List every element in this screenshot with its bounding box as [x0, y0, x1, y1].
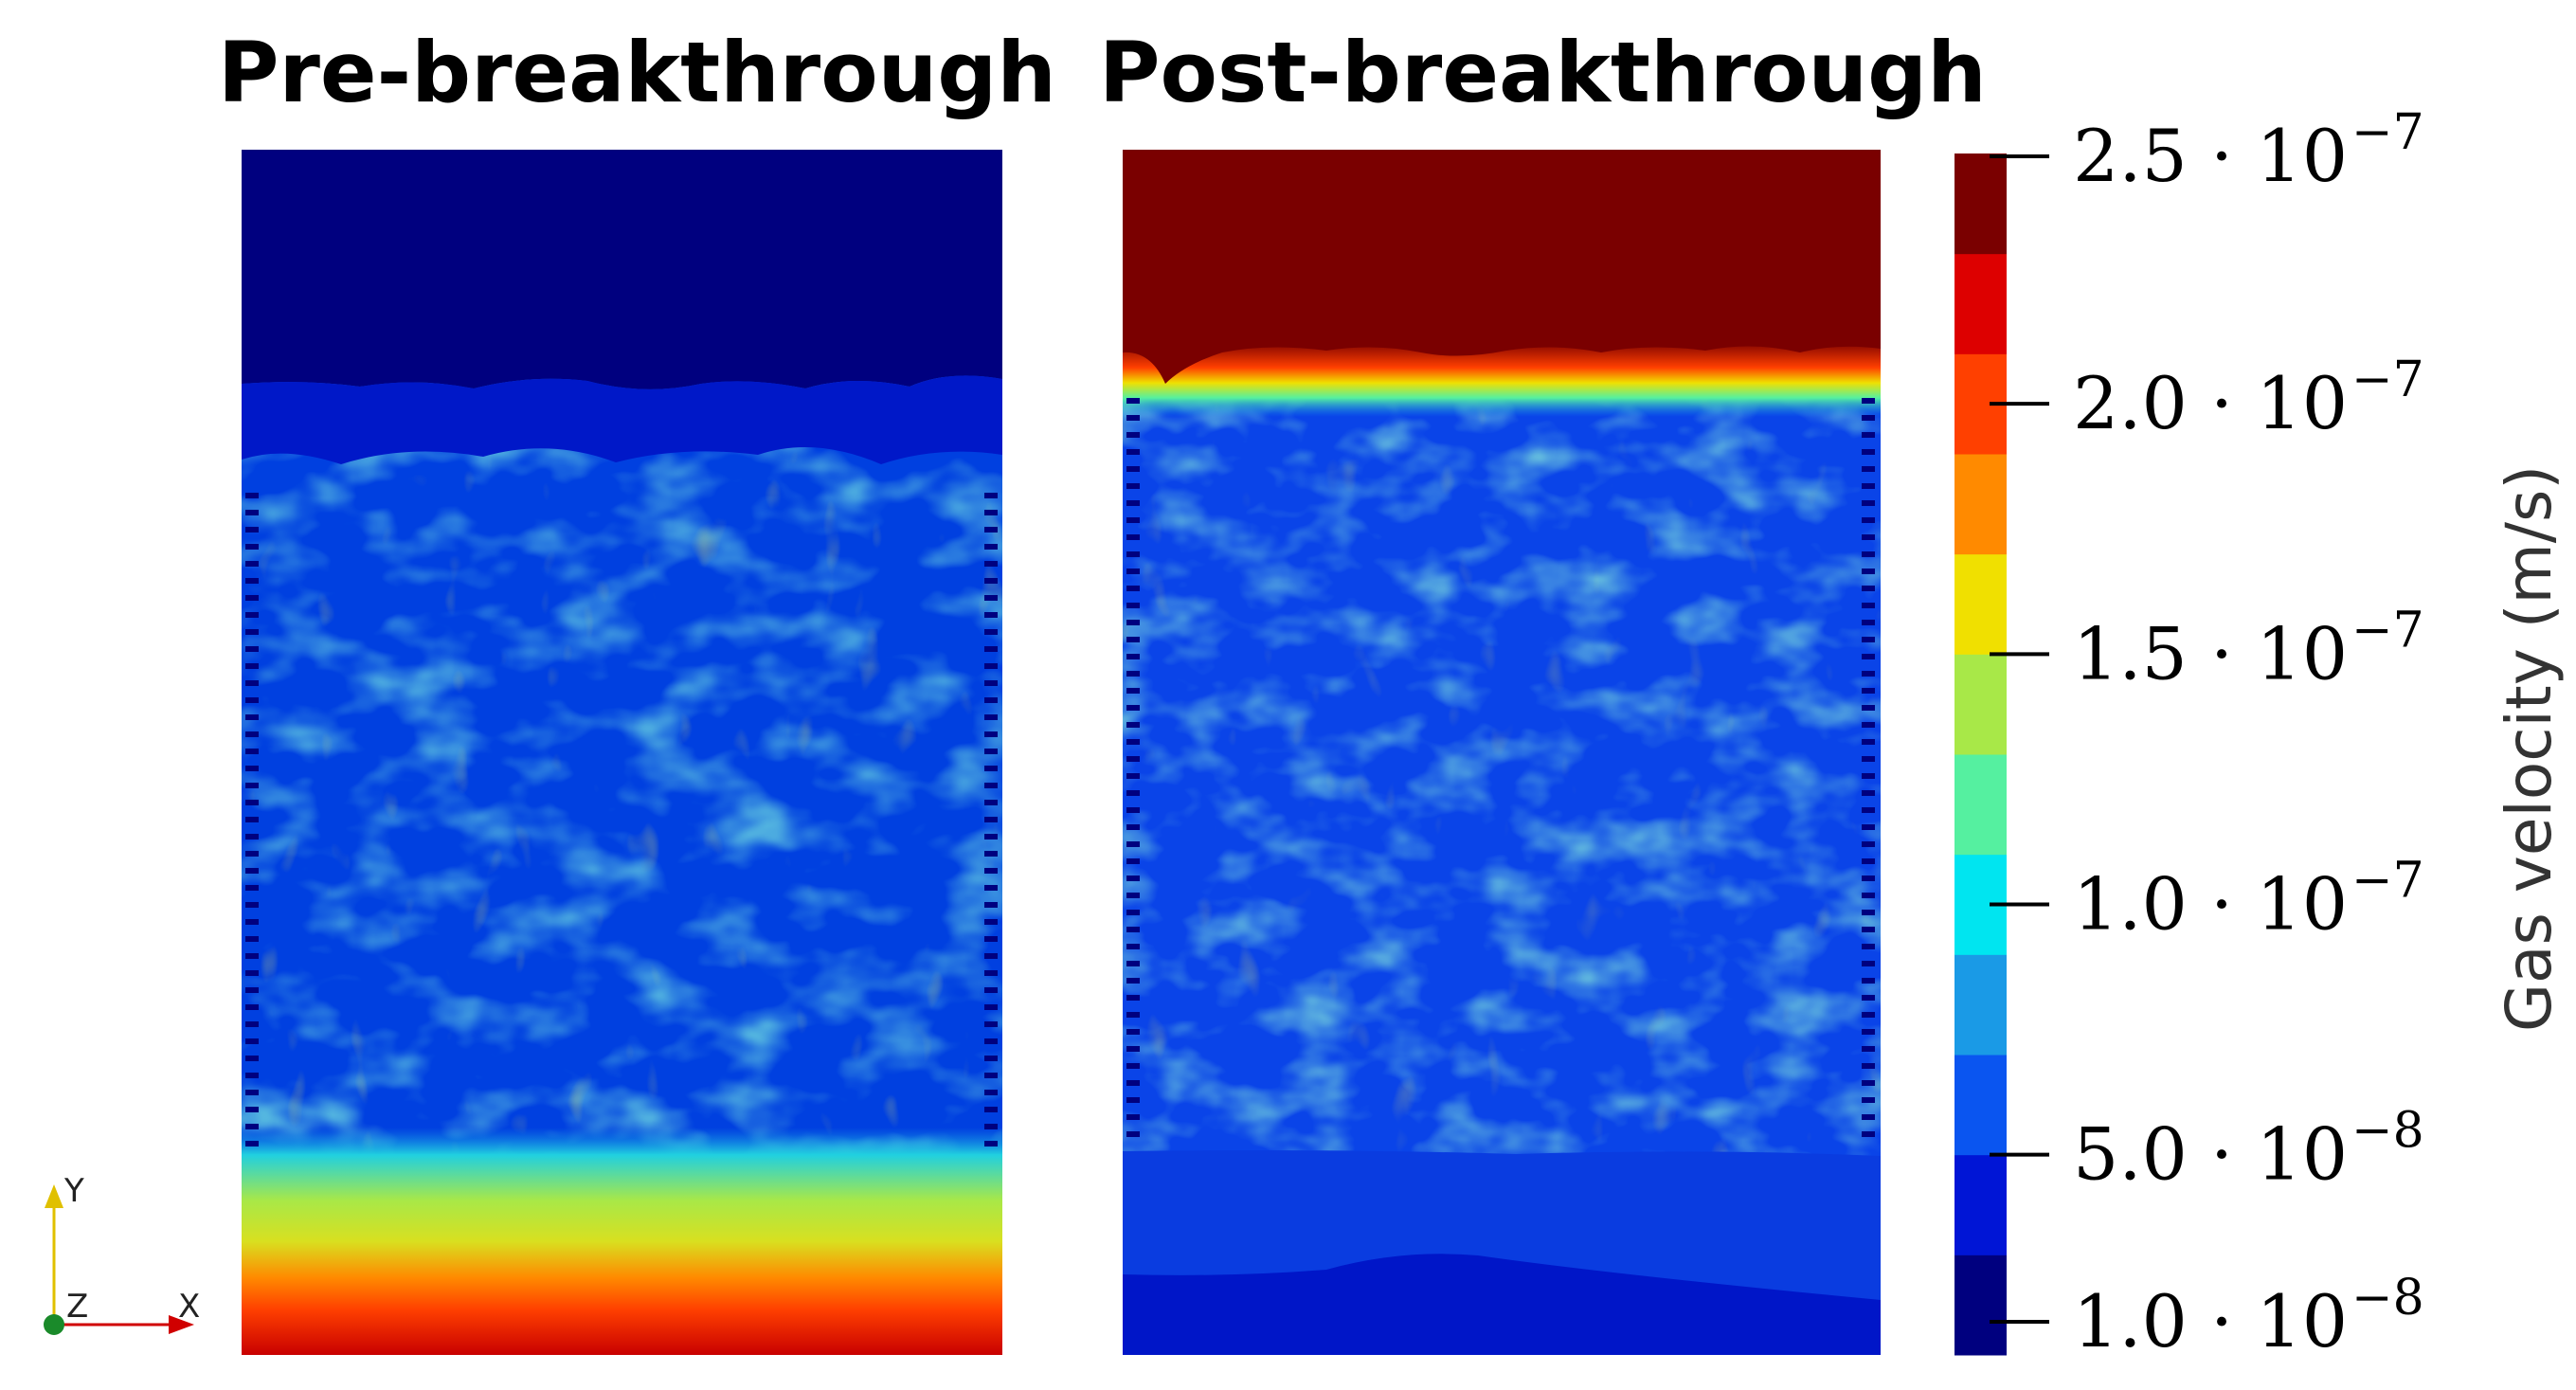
colorbar-tick-label: 5.0 · 10−8 — [2073, 1103, 2424, 1197]
colorbar-segment — [1955, 153, 2007, 255]
x-axis-label: X — [178, 1288, 200, 1326]
colorbar-segment — [1955, 754, 2007, 856]
heatmap-pre — [242, 150, 1002, 1355]
colorbar-tick-label: 1.0 · 10−8 — [2073, 1270, 2424, 1363]
colorbar-tick-label: 2.0 · 10−7 — [2073, 352, 2424, 445]
z-axis-label: Z — [66, 1288, 88, 1326]
colorbar-segment — [1955, 553, 2007, 655]
colorbar-segment — [1955, 954, 2007, 1056]
colorbar — [1955, 153, 2007, 1356]
colorbar-segment — [1955, 1055, 2007, 1156]
y-axis-arrow-icon — [45, 1184, 63, 1208]
heatmap-post — [1123, 150, 1881, 1355]
colorbar-title: Gas velocity (m/s) — [2493, 465, 2566, 1032]
colorbar-segment — [1955, 253, 2007, 354]
y-axis-label: Y — [63, 1172, 84, 1210]
colorbar-segment — [1955, 1255, 2007, 1356]
colorbar-segment — [1955, 454, 2007, 555]
colorbar-segment — [1955, 1154, 2007, 1255]
colorbar-tick-label: 1.0 · 10−7 — [2073, 853, 2424, 947]
axes-triad: Y Z X — [44, 1172, 200, 1335]
z-axis-dot-icon — [44, 1314, 64, 1335]
x-axis-arrow-icon — [169, 1315, 194, 1334]
colorbar-tick-label: 2.5 · 10−7 — [2073, 104, 2424, 198]
panel-title-pre: Pre-breakthrough — [218, 24, 1056, 121]
colorbar-ticks: 2.5 · 10−7 2.0 · 10−7 1.5 · 10−7 1.0 · 10−7… — [1990, 104, 2424, 1363]
panel-title-post: Post-breakthrough — [1099, 24, 1987, 121]
colorbar-tick-label: 1.5 · 10−7 — [2073, 602, 2424, 695]
colorbar-segment — [1955, 654, 2007, 755]
